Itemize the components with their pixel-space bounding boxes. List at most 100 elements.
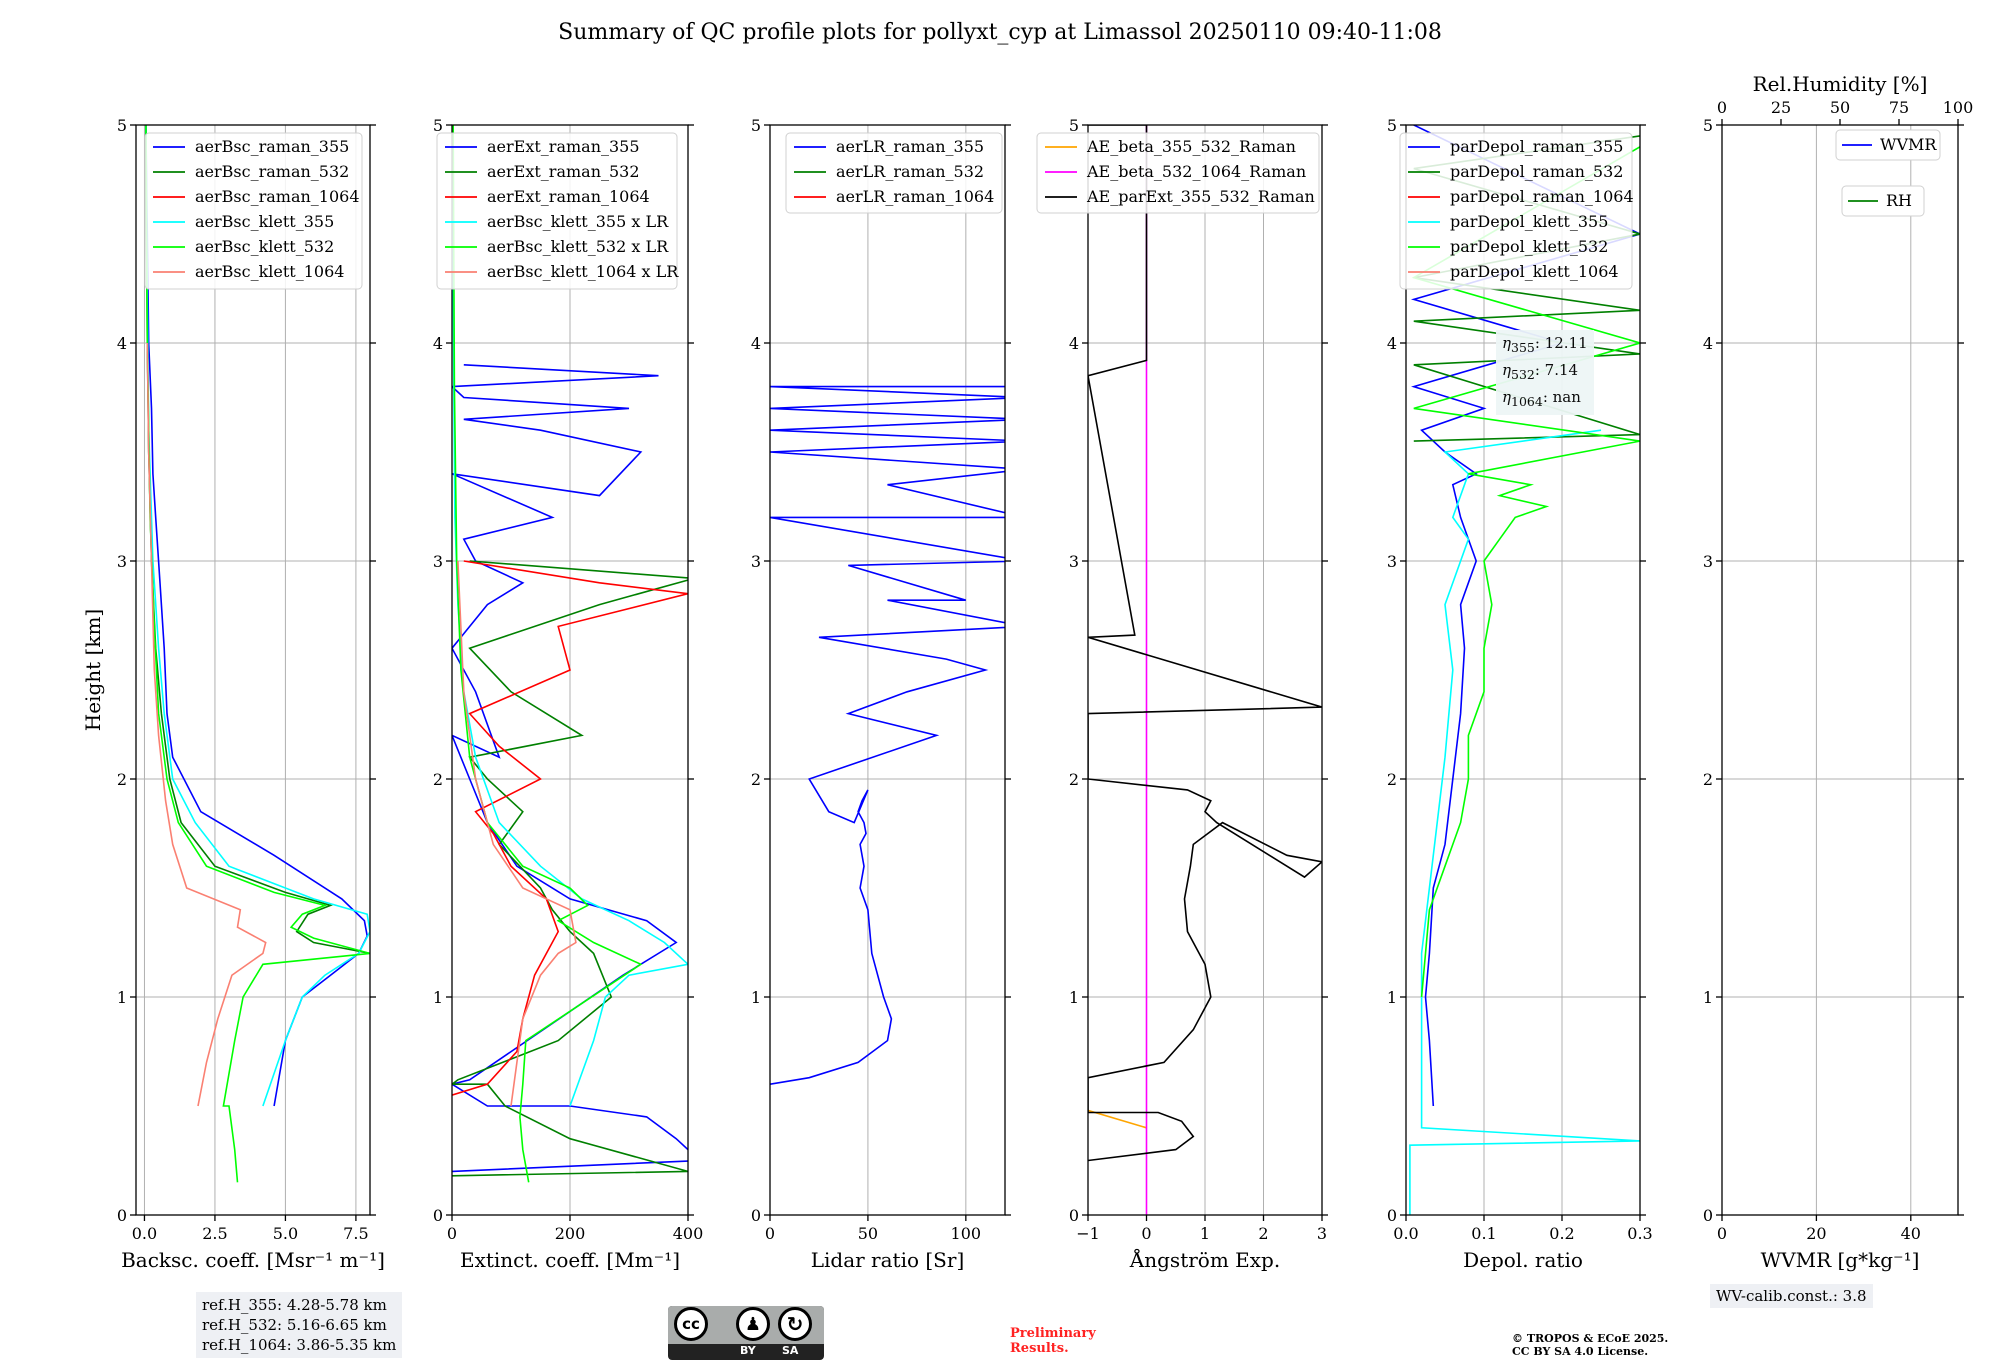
x-tick-label: 0 (765, 1224, 775, 1243)
preliminary-note: Preliminary Results. (1010, 1326, 1096, 1356)
series-aerBsc-klett-355 (145, 125, 370, 1107)
x-tick-label: 0.0 (132, 1224, 157, 1243)
sa-label: SA (782, 1344, 799, 1357)
figure-title: Summary of QC profile plots for pollyxt_… (558, 20, 1442, 45)
x-axis-label: Extinct. coeff. [Mm⁻¹] (460, 1248, 680, 1272)
y-axis-label: Height [km] (81, 609, 105, 731)
y-tick-label: 4 (1069, 334, 1079, 353)
ref-line-532: ref.H_532: 5.16-6.65 km (202, 1316, 387, 1334)
x-tick-label: 7.5 (343, 1224, 368, 1243)
x-tick-label: 3 (1317, 1224, 1327, 1243)
y-tick-label: 3 (1069, 552, 1079, 571)
x2-tick-label: 100 (1943, 98, 1974, 117)
x-tick-label: 0.1 (1471, 1224, 1496, 1243)
x-tick-label: −1 (1076, 1224, 1100, 1243)
series-aerExt-raman-355 (452, 364, 688, 1173)
series-aerLR-raman-355 (770, 385, 1005, 1085)
axes-frame (769, 124, 1006, 1216)
eta-355: η355: 12.11 (1502, 334, 1588, 355)
reference-height-box: ref.H_355: 4.28-5.78 km ref.H_532: 5.16-… (196, 1292, 403, 1358)
x-tick-label: 0.0 (1393, 1224, 1418, 1243)
legend-box (436, 132, 678, 290)
ref-line-1064: ref.H_1064: 3.86-5.35 km (202, 1336, 397, 1354)
legend-label: aerLR_raman_532 (836, 162, 984, 181)
legend-label: AE_beta_532_1064_Raman (1086, 162, 1306, 181)
axes-frame (1405, 124, 1641, 1216)
panel-backscatter (130, 124, 376, 1221)
legend-label: aerBsc_raman_355 (195, 137, 349, 156)
legend-label: aerExt_raman_532 (487, 162, 640, 181)
cc-icon: cc (674, 1307, 708, 1341)
y-tick-label: 4 (1703, 334, 1713, 353)
series-aerBsc-klett-532 (145, 125, 370, 1183)
panel-depol (1399, 124, 1646, 1221)
x-tick-label: 0 (447, 1224, 457, 1243)
y-tick-label: 1 (1069, 988, 1079, 1007)
series-parDepol-raman-355 (1410, 125, 1640, 1107)
legend-box (785, 132, 1003, 214)
legend-box (144, 132, 363, 290)
x-tick-label: 50 (858, 1224, 878, 1243)
y-tick-label: 0 (1703, 1206, 1713, 1225)
series-parDepol-klett-532 (1411, 146, 1640, 998)
y-tick-label: 2 (1703, 770, 1713, 789)
x-tick-label: 400 (673, 1224, 704, 1243)
x2-tick-label: 50 (1830, 98, 1850, 117)
series-aerBsc-klett-532-x-LR (452, 125, 643, 1183)
y-tick-label: 2 (1069, 770, 1079, 789)
legend-label: aerExt_raman_355 (487, 137, 640, 156)
axes-frame (1721, 124, 1959, 1216)
legend-label: aerBsc_klett_1064 (195, 262, 344, 281)
x-tick-label: 200 (555, 1224, 586, 1243)
y-tick-label: 2 (1387, 770, 1397, 789)
legend-label: aerExt_raman_1064 (487, 187, 650, 206)
panel-lidar_ratio (764, 124, 1011, 1221)
legend-label: aerBsc_klett_532 (195, 237, 334, 256)
wv-calib-box: WV-calib.const.: 3.8 (1710, 1284, 1873, 1308)
y-tick-label: 0 (751, 1206, 761, 1225)
x-tick-label: 5.0 (273, 1224, 298, 1243)
legend-label: aerBsc_raman_1064 (195, 187, 360, 206)
y-tick-label: 1 (1387, 988, 1397, 1007)
legend-label: parDepol_raman_355 (1450, 137, 1623, 156)
y-tick-label: 5 (1069, 116, 1079, 135)
y-tick-label: 4 (117, 334, 127, 353)
x-axis-label: Backsc. coeff. [Msr⁻¹ m⁻¹] (121, 1248, 385, 1272)
y-tick-label: 4 (751, 334, 761, 353)
y-tick-label: 2 (433, 770, 443, 789)
x-tick-label: 100 (951, 1224, 982, 1243)
eta-532: η532: 7.14 (1502, 361, 1579, 382)
series-aerBsc-klett-355-x-LR (452, 125, 688, 1107)
x-tick-label: 1 (1200, 1224, 1210, 1243)
y-tick-label: 5 (117, 116, 127, 135)
x-tick-label: 20 (1806, 1224, 1826, 1243)
legend-label: parDepol_raman_1064 (1450, 187, 1634, 206)
legend-label: AE_parExt_355_532_Raman (1086, 187, 1315, 206)
copyright-note: © TROPOS & ECoE 2025. CC BY SA 4.0 Licen… (1512, 1332, 1669, 1358)
y-tick-label: 3 (433, 552, 443, 571)
series-AE-parExt-355-532-Raman (1088, 125, 1322, 1162)
legend-label: aerBsc_klett_532 x LR (487, 237, 669, 256)
series-aerBsc-klett-1064 (146, 342, 267, 1107)
legend-label: aerBsc_klett_355 (195, 212, 334, 231)
by-icon: ♟ (736, 1307, 770, 1341)
legend-label: aerBsc_klett_355 x LR (487, 212, 669, 231)
legend-label: aerBsc_klett_1064 x LR (487, 262, 679, 281)
legend-label: parDepol_klett_1064 (1450, 262, 1619, 281)
x2-tick-label: 25 (1771, 98, 1791, 117)
series-aerBsc-raman-355 (145, 125, 369, 1107)
x-tick-label: 0.3 (1627, 1224, 1652, 1243)
y-tick-label: 5 (1387, 116, 1397, 135)
legend-label: parDepol_klett_532 (1450, 237, 1608, 256)
sa-icon: ↻ (778, 1307, 812, 1341)
y-tick-label: 0 (117, 1206, 127, 1225)
x-axis-label: Depol. ratio (1463, 1248, 1583, 1272)
x-tick-label: 0.2 (1549, 1224, 1574, 1243)
legend-label: aerLR_raman_355 (836, 137, 984, 156)
x-tick-label: 40 (1901, 1224, 1921, 1243)
legend-box (1399, 132, 1633, 290)
y-tick-label: 0 (433, 1206, 443, 1225)
panel-extinction (436, 124, 694, 1221)
x-axis-label: WVMR [g*kg⁻¹] (1761, 1248, 1920, 1272)
ref-line-355: ref.H_355: 4.28-5.78 km (202, 1296, 387, 1314)
